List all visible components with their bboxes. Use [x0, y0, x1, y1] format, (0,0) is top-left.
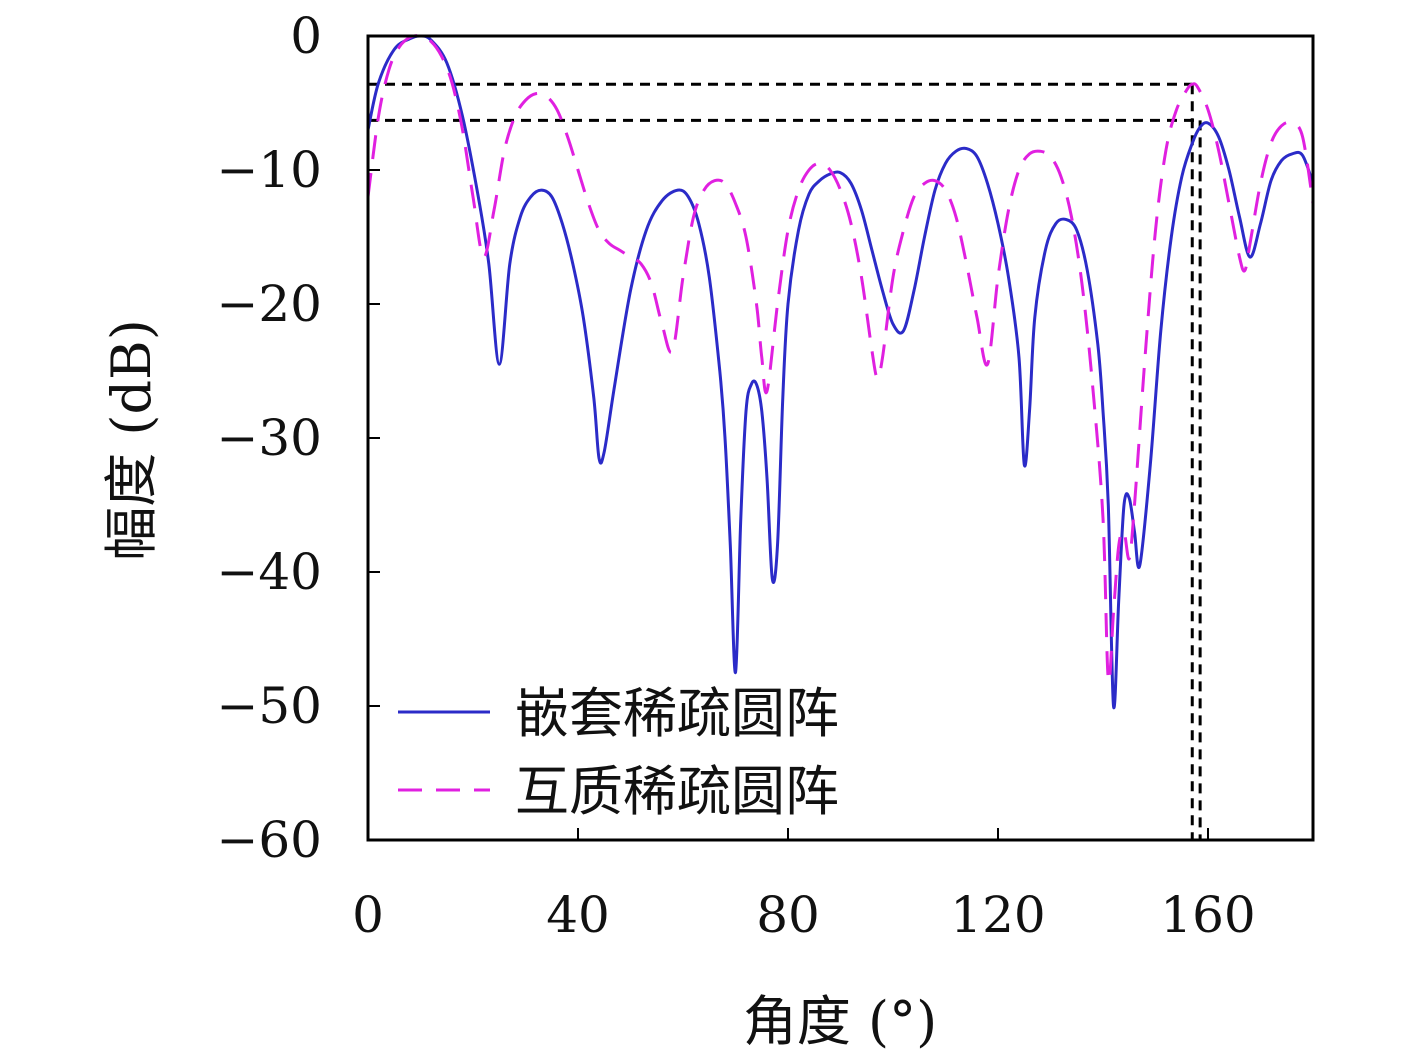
guide-lines	[368, 82, 1202, 840]
x-tick-label: 40	[546, 886, 610, 944]
legend: 嵌套稀疏圆阵 互质稀疏圆阵	[398, 682, 839, 823]
y-tick-label: −30	[216, 409, 322, 467]
y-tick-label: −50	[216, 677, 322, 735]
y-tick-label: −10	[216, 141, 322, 199]
series-lines	[366, 34, 1315, 710]
plot-background	[368, 36, 1313, 840]
legend-label-nested: 嵌套稀疏圆阵	[515, 682, 839, 745]
x-tick-label: 120	[950, 886, 1045, 944]
legend-label-coprime: 互质稀疏圆阵	[515, 760, 839, 823]
x-tick-label: 160	[1160, 886, 1255, 944]
x-tick-label: 80	[756, 886, 820, 944]
y-tick-label: −20	[216, 275, 322, 333]
series-line-0	[366, 34, 1315, 710]
axis-ticks: 0 40 80 120 160 0 −10 −20 −30 −40 −50 −60	[216, 7, 1255, 944]
y-tick-label: −60	[216, 811, 322, 869]
y-axis-title: 幅度 (dB)	[100, 319, 163, 561]
y-tick-label: −40	[216, 543, 322, 601]
x-tick-label: 0	[352, 886, 384, 944]
series-line-1	[366, 34, 1315, 684]
x-axis-title: 角度 (°)	[743, 990, 937, 1053]
y-tick-label: 0	[290, 7, 322, 65]
